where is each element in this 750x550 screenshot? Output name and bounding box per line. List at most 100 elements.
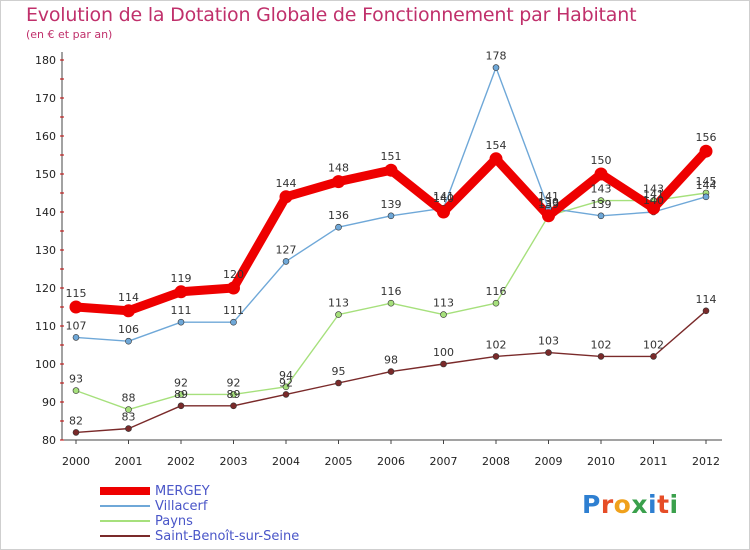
y-tick-label: 130 xyxy=(35,244,56,257)
data-point xyxy=(335,379,342,387)
legend-swatch xyxy=(100,505,150,507)
x-tick-label: 2007 xyxy=(430,455,458,468)
data-point xyxy=(702,193,710,201)
data-point xyxy=(440,311,447,318)
logo-letter: o xyxy=(613,490,632,519)
data-point xyxy=(230,391,237,398)
data-point xyxy=(177,318,185,326)
data-point xyxy=(69,300,83,314)
data-label: 114 xyxy=(696,293,717,306)
data-point xyxy=(227,281,240,295)
legend-label: Saint-Benoît-sur-Seine xyxy=(155,529,300,544)
data-label: 92 xyxy=(279,376,293,389)
y-tick-label: 90 xyxy=(42,396,56,409)
data-label: 82 xyxy=(69,414,83,427)
series-points xyxy=(69,64,713,436)
x-tick-label: 2008 xyxy=(482,455,510,468)
y-tick-label: 120 xyxy=(35,282,56,295)
data-point xyxy=(647,201,660,215)
data-point xyxy=(230,318,237,326)
data-label: 100 xyxy=(433,346,454,359)
data-point xyxy=(492,64,500,71)
data-point xyxy=(597,353,605,360)
data-label: 144 xyxy=(276,177,297,190)
data-point xyxy=(699,144,713,158)
y-tick-label: 80 xyxy=(42,434,56,447)
data-label: 111 xyxy=(223,304,244,317)
series-lines xyxy=(71,66,711,434)
data-point xyxy=(174,285,188,299)
data-point xyxy=(384,163,398,177)
data-point xyxy=(545,349,552,356)
data-point xyxy=(597,197,605,204)
data-point xyxy=(440,360,447,368)
data-point xyxy=(650,353,657,360)
data-label: 92 xyxy=(174,376,188,389)
data-point xyxy=(702,307,710,315)
data-point xyxy=(282,383,290,391)
data-label: 141 xyxy=(643,188,664,201)
data-label: 113 xyxy=(328,297,349,310)
data-label: 154 xyxy=(486,139,507,152)
data-point xyxy=(72,334,80,341)
x-tick-label: 2006 xyxy=(377,455,405,468)
data-label: 127 xyxy=(276,243,297,256)
x-tick-label: 2005 xyxy=(325,455,353,468)
data-label: 111 xyxy=(171,304,192,317)
data-point xyxy=(279,190,293,204)
data-label: 139 xyxy=(591,198,612,211)
data-point xyxy=(387,368,395,375)
data-label: 106 xyxy=(118,323,139,336)
data-label: 89 xyxy=(227,388,241,401)
data-point xyxy=(387,212,395,220)
data-point xyxy=(335,223,342,231)
data-point xyxy=(125,406,132,413)
data-label: 151 xyxy=(381,150,402,163)
data-label: 178 xyxy=(486,50,507,63)
logo-letter: i xyxy=(669,490,679,519)
y-tick-label: 180 xyxy=(35,54,56,67)
y-tick-label: 110 xyxy=(35,320,56,333)
data-point xyxy=(282,258,290,265)
chart-title: Evolution de la Dotation Globale de Fonc… xyxy=(26,4,637,26)
data-point xyxy=(177,391,185,398)
data-label: 120 xyxy=(223,268,244,281)
data-label: 98 xyxy=(384,354,398,367)
data-point xyxy=(492,353,500,360)
data-label: 102 xyxy=(591,338,612,351)
data-point xyxy=(230,402,237,410)
logo-letter: i xyxy=(648,490,658,519)
data-label: 143 xyxy=(591,183,612,196)
data-point xyxy=(72,387,80,394)
y-tick-label: 150 xyxy=(35,168,56,181)
data-label: 144 xyxy=(696,179,717,192)
legend-label: MERGEY xyxy=(155,484,210,499)
logo-letter: t xyxy=(657,490,670,519)
x-tick-label: 2011 xyxy=(640,455,668,468)
data-label: 140 xyxy=(433,192,454,205)
data-label: 145 xyxy=(696,175,717,188)
data-label: 94 xyxy=(279,369,293,382)
data-label: 139 xyxy=(538,198,559,211)
data-point xyxy=(177,402,185,410)
legend-swatch xyxy=(100,520,150,522)
data-point xyxy=(332,175,345,189)
data-label: 83 xyxy=(122,411,136,424)
data-label: 136 xyxy=(328,209,349,222)
proxiti-logo: Proxiti xyxy=(582,490,679,519)
data-label: 88 xyxy=(122,392,136,405)
data-label: 148 xyxy=(328,162,349,175)
data-label: 116 xyxy=(486,285,507,298)
legend-label: Villacerf xyxy=(155,499,208,514)
data-point xyxy=(125,425,132,432)
x-tick-label: 2009 xyxy=(535,455,563,468)
data-label: 141 xyxy=(433,190,454,203)
data-point xyxy=(594,167,608,181)
data-point xyxy=(542,209,555,223)
axes: 80 90 100 110 120 130 140 150 160 170 180 2000 2001 2… xyxy=(35,52,722,468)
data-point xyxy=(125,337,132,345)
data-point xyxy=(597,212,605,220)
data-point xyxy=(492,299,500,307)
